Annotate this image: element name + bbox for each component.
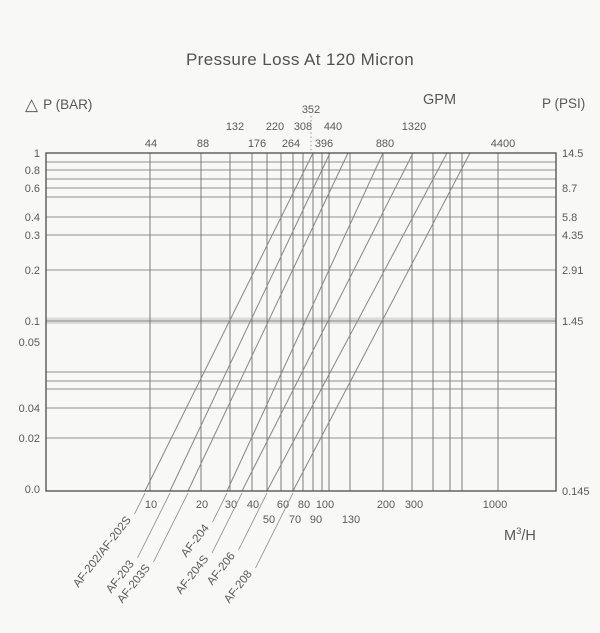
bottom-tick-label-30: 30 [225,499,237,511]
bottom-tick-label-10: 10 [145,499,157,511]
top-tick-label-220: 220 [266,121,284,133]
left-tick-label-0.04: 0.04 [19,403,40,415]
right-tick-label-1.45: 1.45 [562,316,583,328]
series-label-leader-af-204 [212,492,228,523]
bottom-tick-label-60: 60 [277,499,289,511]
bottom-tick-label-100: 100 [316,499,334,511]
left-tick-label-0.2: 0.2 [25,265,40,277]
series-line-af-203s [187,152,349,492]
top-tick-label-264: 264 [282,138,300,150]
bottom-axis-unit-rest: /H [521,527,536,544]
bottom-tick-label-90: 90 [310,514,322,526]
bottom-tick-label-130: 130 [342,514,360,526]
delta-icon: △ [25,95,39,114]
series-line-af-203 [169,152,331,492]
left-tick-label-0.3: 0.3 [25,230,40,242]
series-label-leader-af-204s [211,492,243,554]
top-tick-label-308: 308 [294,121,312,133]
bottom-tick-label-20: 20 [196,499,208,511]
bottom-tick-label-50: 50 [263,514,275,526]
right-tick-label-2.91: 2.91 [562,265,583,277]
bottom-axis-unit-exponent: 3 [516,526,522,537]
bottom-tick-label-300: 300 [405,499,423,511]
right-tick-label-0.145: 0.145 [562,486,590,498]
series-line-af-204s [241,152,414,492]
left-tick-label-0.1: 0.1 [25,316,40,328]
top-tick-label-880: 880 [376,138,394,150]
bottom-tick-label-70: 70 [289,514,301,526]
top-tick-label-88: 88 [197,138,209,150]
left-tick-label-0.0: 0.0 [25,484,40,496]
left-tick-label-0.8: 0.8 [25,165,40,177]
series-label-leader-af-202-af-202s [134,492,146,515]
right-axis-title: P (PSI) [542,96,586,111]
series-line-af-204 [226,152,384,492]
series-label-af-204s: AF-204S [174,553,212,596]
series-label-leader-af-203 [137,492,171,559]
series-line-af-208 [292,152,471,492]
bottom-tick-label-40: 40 [247,499,259,511]
left-tick-label-0.05: 0.05 [19,337,40,349]
series-line-af-206 [266,152,448,492]
series-label-af-204: AF-204 [179,522,212,560]
bottom-axis-title: M3/H [504,526,536,544]
bottom-tick-label-80: 80 [298,499,310,511]
top-tick-label-132: 132 [226,121,244,133]
left-axis-title: △ P (BAR) [25,94,92,114]
left-tick-label-0.02: 0.02 [19,433,40,445]
series-label-af-206: AF-206 [205,550,238,587]
bottom-axis-unit-base: M [504,527,517,544]
bottom-tick-label-1000: 1000 [483,499,507,511]
chart-title: Pressure Loss At 120 Micron [185,50,415,69]
top-tick-label-396: 396 [315,138,333,150]
top-tick-label-352: 352 [302,104,320,116]
series-label-af-208: AF-208 [222,568,255,605]
left-tick-label-1: 1 [34,148,40,160]
left-tick-label-0.4: 0.4 [25,212,40,224]
left-axis-title-text: P (BAR) [43,97,93,112]
top-tick-label-1320: 1320 [402,121,426,133]
top-tick-label-440: 440 [324,121,342,133]
right-tick-label-4.35: 4.35 [562,230,583,242]
series-label-leader-af-203s [153,492,189,563]
right-tick-label-8.7: 8.7 [562,183,577,195]
top-tick-label-176: 176 [248,138,266,150]
series-line-af-202-af-202s [144,152,314,492]
plot-border [45,152,557,492]
bottom-tick-label-200: 200 [377,499,395,511]
top-tick-label-4400: 4400 [491,138,515,150]
top-tick-label-44: 44 [145,138,157,150]
right-tick-label-5.8: 5.8 [562,212,577,224]
top-axis-title: GPM [423,92,457,108]
series-label-leader-af-208 [255,492,294,569]
left-tick-label-0.6: 0.6 [25,183,40,195]
series-label-leader-af-206 [238,492,268,551]
right-tick-label-14.5: 14.5 [562,148,583,160]
